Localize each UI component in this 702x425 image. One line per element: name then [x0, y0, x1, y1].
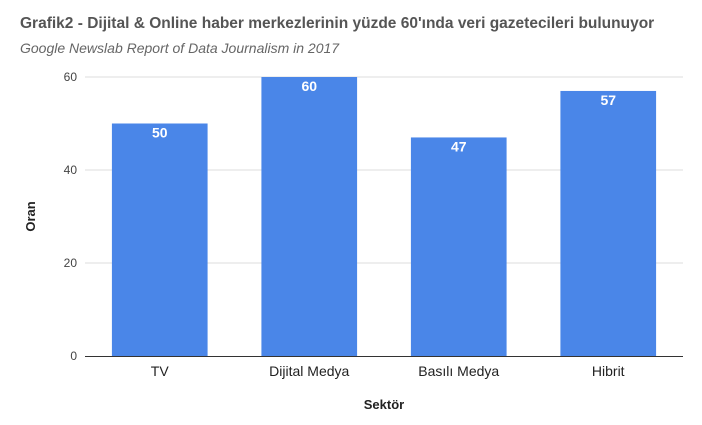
bar-value-label: 57	[600, 92, 616, 108]
y-tick-label: 60	[64, 70, 78, 84]
bar	[111, 123, 208, 356]
x-category-label: Hibrit	[592, 363, 625, 379]
chart-title: Grafik2 - Dijital & Online haber merkezl…	[20, 15, 655, 32]
y-tick-label: 0	[70, 349, 77, 363]
x-category-label: Dijital Medya	[269, 363, 349, 379]
bar	[410, 137, 507, 356]
chart-subtitle: Google Newslab Report of Data Journalism…	[20, 40, 340, 56]
x-axis-labels: TV Dijital Medya Basılı Medya Hibrit	[151, 363, 625, 379]
bar	[261, 77, 358, 356]
y-axis-title: Oran	[23, 201, 38, 231]
y-tick-label: 40	[64, 163, 78, 177]
bars: 50 60 47 57	[111, 77, 657, 356]
x-category-label: Basılı Medya	[418, 363, 499, 379]
bar-value-label: 50	[152, 125, 168, 141]
y-axis-ticks: 0 20 40 60	[64, 70, 78, 363]
bar	[560, 90, 657, 356]
bar-value-label: 60	[301, 78, 317, 94]
bar-value-label: 47	[451, 138, 467, 154]
x-category-label: TV	[151, 363, 170, 379]
y-tick-label: 20	[64, 256, 78, 270]
x-axis-title: Sektör	[364, 397, 404, 412]
